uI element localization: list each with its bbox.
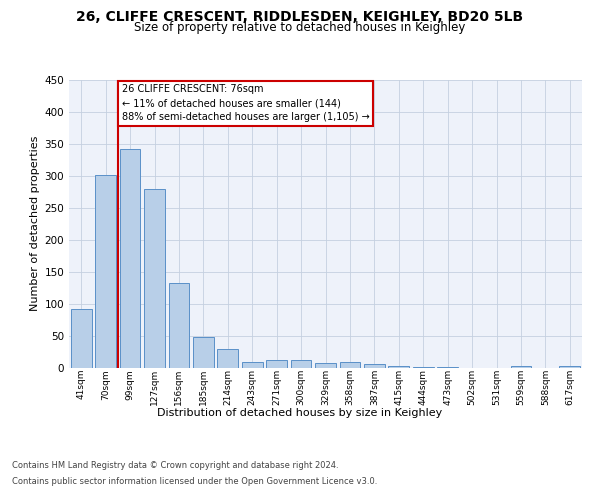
Text: 26, CLIFFE CRESCENT, RIDDLESDEN, KEIGHLEY, BD20 5LB: 26, CLIFFE CRESCENT, RIDDLESDEN, KEIGHLE… — [76, 10, 524, 24]
Bar — [511, 366, 532, 368]
Text: Contains HM Land Registry data © Crown copyright and database right 2024.: Contains HM Land Registry data © Crown c… — [12, 461, 338, 470]
Bar — [364, 364, 385, 368]
Text: Distribution of detached houses by size in Keighley: Distribution of detached houses by size … — [157, 408, 443, 418]
Text: 26 CLIFFE CRESCENT: 76sqm
← 11% of detached houses are smaller (144)
88% of semi: 26 CLIFFE CRESCENT: 76sqm ← 11% of detac… — [122, 84, 369, 122]
Bar — [266, 360, 287, 368]
Text: Size of property relative to detached houses in Keighley: Size of property relative to detached ho… — [134, 22, 466, 35]
Bar — [413, 367, 434, 368]
Bar — [119, 149, 140, 368]
Bar — [315, 363, 336, 368]
Bar — [193, 338, 214, 368]
Bar — [71, 308, 92, 368]
Bar — [559, 366, 580, 368]
Bar — [217, 349, 238, 368]
Bar — [290, 360, 311, 368]
Bar — [340, 362, 361, 368]
Bar — [242, 362, 263, 368]
Bar — [169, 282, 190, 368]
Bar — [437, 367, 458, 368]
Bar — [388, 366, 409, 368]
Bar — [144, 189, 165, 368]
Y-axis label: Number of detached properties: Number of detached properties — [30, 136, 40, 312]
Bar — [95, 174, 116, 368]
Text: Contains public sector information licensed under the Open Government Licence v3: Contains public sector information licen… — [12, 477, 377, 486]
